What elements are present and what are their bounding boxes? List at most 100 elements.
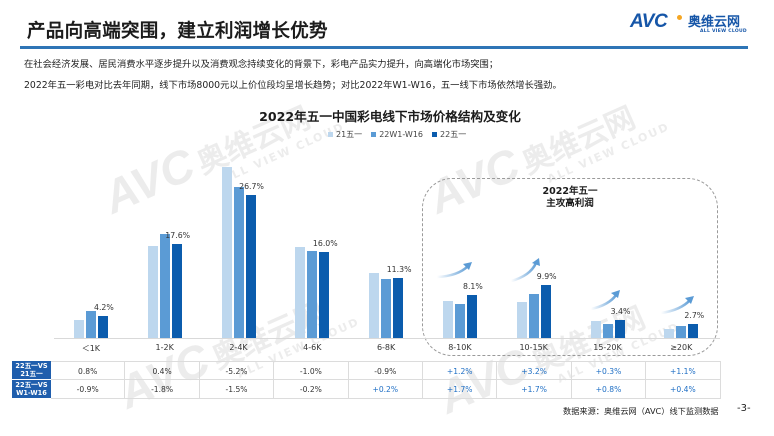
legend-swatch-dark — [432, 132, 438, 137]
bar-22 — [171, 243, 182, 338]
table-cell: -0.9% — [348, 361, 423, 380]
table-cell: 0.8% — [51, 361, 126, 380]
bar-22 — [393, 277, 404, 338]
category-label: 4-6K — [303, 343, 322, 352]
page-title: 产品向高端突围，建立利润增长优势 — [27, 21, 328, 42]
bar-data-label: 8.1% — [462, 281, 483, 291]
category-label: ≥20K — [670, 343, 693, 352]
body-text-line-1: 在社会经济发展、居民消费水平逐步提升以及消费观念持续变化的背景下，彩电产品实力提… — [24, 59, 499, 70]
trend-up-arrow-icon — [590, 290, 620, 311]
category-label: 15-20K — [593, 343, 622, 352]
table-cell: +0.8% — [571, 380, 647, 399]
bar-21 — [590, 321, 601, 338]
bar-22 — [319, 252, 330, 338]
trend-up-arrow-icon — [436, 262, 472, 279]
chart-legend: 21五一 22W1-W16 22五一 — [328, 129, 466, 140]
table-cell: -0.2% — [274, 380, 349, 399]
legend-swatch-mid — [371, 132, 377, 137]
logo-name-cn: 奥维云网 — [688, 15, 741, 30]
bar-w1w16 — [159, 234, 170, 338]
bar-22 — [688, 323, 699, 338]
bar-data-label: 17.6% — [165, 230, 191, 240]
bar-21 — [221, 167, 232, 338]
bar-21 — [147, 245, 158, 338]
focus-highlight-box — [422, 178, 718, 356]
table-cell: +1.1% — [646, 361, 721, 380]
bar-22 — [614, 319, 625, 338]
bar-21 — [664, 329, 675, 338]
bar-w1w16 — [381, 278, 392, 338]
trend-up-arrow-icon — [510, 258, 540, 283]
table-cell: -1.8% — [125, 380, 200, 399]
category-label: 8-10K — [448, 343, 472, 352]
table-cell: +0.3% — [571, 361, 647, 380]
table-cell: -1.5% — [199, 380, 275, 399]
table-row: 22五一VS 21五一 0.8% 0.4% -5.2% -1.0% -0.9% +1.2% +3… — [12, 361, 721, 380]
title-divider — [20, 46, 748, 49]
x-axis-line — [54, 338, 720, 339]
table-cell: -1.0% — [274, 361, 349, 380]
bar-22 — [97, 315, 108, 338]
row-header-line-2: 21五一 — [20, 370, 43, 378]
focus-box-title-line-1: 2022年五一 — [542, 186, 598, 197]
category-label: ＜1K — [81, 344, 101, 353]
row-header: 22五一VS W1-W16 — [12, 380, 51, 398]
bar-w1w16 — [454, 303, 465, 338]
category-label: 10-15K — [519, 343, 548, 352]
table-cell: +1.7% — [423, 380, 498, 399]
bar-data-label: 11.3% — [386, 264, 412, 274]
table-cell: -0.9% — [51, 380, 126, 399]
category-label: 6-8K — [376, 343, 396, 352]
table-cell: +3.2% — [497, 361, 572, 380]
bar-21 — [516, 302, 527, 338]
table-cell: 0.4% — [125, 361, 200, 380]
row-header-line-2: W1-W16 — [16, 389, 47, 397]
table-cell: -5.2% — [199, 361, 275, 380]
table-row: 22五一VS W1-W16 -0.9% -1.8% -1.5% -0.2% +0.2% +1.… — [12, 380, 721, 399]
bar-data-label: 26.7% — [239, 182, 264, 192]
bar-data-label: 3.4% — [610, 306, 631, 316]
table-cell: +0.2% — [348, 380, 423, 399]
legend-label: 22W1-W16 — [379, 130, 424, 139]
data-source-note: 数据来源：奥维云网（AVC）线下监测数据 — [563, 406, 719, 416]
chart-title: 2022年五一中国彩电线下市场价格结构及变化 — [259, 109, 521, 124]
row-header-line-1: 22五一VS — [15, 380, 48, 389]
row-header: 22五一VS 21五一 — [12, 361, 51, 379]
page-number: -3- — [737, 403, 751, 414]
logo-dot-icon — [677, 15, 682, 20]
bar-21 — [369, 272, 380, 338]
body-text-line-2: 2022年五一彩电对比去年同期，线下市场8000元以上价位段均呈增长趋势；对比2… — [24, 80, 562, 91]
focus-box-title-line-2: 主攻高利润 — [546, 198, 594, 209]
category-label: 1-2K — [155, 343, 174, 352]
logo: AVC 奥维云网 ALL VIEW CLOUD — [630, 10, 750, 38]
table-cell: +1.2% — [423, 361, 498, 380]
bar-21 — [73, 319, 84, 338]
bar-w1w16 — [602, 324, 613, 338]
trend-up-arrow-icon — [660, 296, 694, 315]
legend-item-22: 22五一 — [432, 129, 466, 140]
table-cell: +1.7% — [497, 380, 572, 399]
bar-data-label: 16.0% — [312, 239, 338, 249]
bar-data-label: 4.2% — [93, 302, 114, 312]
bar-data-label: 2.7% — [684, 310, 705, 320]
bar-data-label: 9.9% — [536, 272, 557, 282]
row-header-line-1: 22五一VS — [15, 361, 48, 370]
bar-w1w16 — [528, 294, 539, 338]
legend-label: 22五一 — [440, 130, 467, 139]
bar-22 — [245, 195, 256, 338]
legend-swatch-light — [328, 132, 333, 137]
bar-21 — [442, 301, 453, 338]
legend-label: 21五一 — [336, 130, 363, 139]
legend-item-w1w16: 22W1-W16 — [371, 129, 423, 140]
table-cell: +0.4% — [646, 380, 721, 399]
bar-w1w16 — [307, 251, 318, 338]
legend-item-21: 21五一 — [328, 129, 362, 140]
bar-21 — [295, 247, 306, 338]
logo-avc-mark: AVC — [630, 11, 668, 32]
bar-22 — [466, 294, 477, 338]
bar-w1w16 — [676, 325, 687, 338]
category-label: 2-4K — [229, 343, 248, 352]
bar-w1w16 — [85, 310, 96, 338]
